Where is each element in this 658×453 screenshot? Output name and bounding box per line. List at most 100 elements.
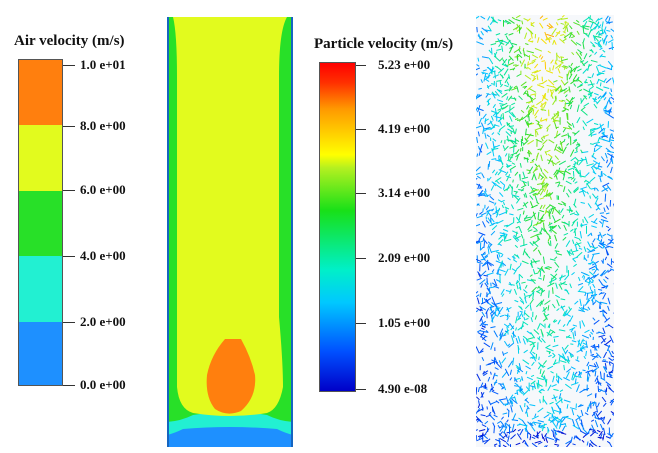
particle-streak bbox=[515, 265, 521, 270]
particle-streak bbox=[602, 292, 607, 300]
particle-streak bbox=[506, 81, 510, 86]
particle-streak bbox=[600, 219, 609, 223]
particle-streak bbox=[482, 69, 487, 72]
particle-streak bbox=[482, 237, 485, 242]
particle-streak bbox=[571, 51, 575, 56]
particle-streak bbox=[491, 132, 495, 136]
particle-streak bbox=[581, 320, 586, 327]
particle-streak bbox=[537, 211, 540, 220]
particle-streak bbox=[602, 433, 605, 441]
particle-streak bbox=[579, 321, 581, 329]
particle-streak bbox=[593, 412, 597, 419]
particle-streak bbox=[476, 94, 481, 100]
particle-streak bbox=[550, 113, 558, 120]
particle-streak bbox=[601, 38, 605, 45]
particle-tick-line bbox=[356, 323, 366, 324]
particle-streak bbox=[533, 382, 536, 390]
particle-streak bbox=[501, 92, 508, 98]
particle-streak bbox=[494, 108, 498, 116]
particle-streak bbox=[490, 388, 495, 392]
particle-streak bbox=[520, 312, 524, 318]
particle-streak bbox=[548, 139, 555, 144]
particle-streak bbox=[539, 22, 544, 29]
particle-streak bbox=[587, 232, 592, 237]
particle-streak bbox=[504, 423, 507, 428]
particle-streak bbox=[509, 369, 512, 375]
particle-streak bbox=[502, 412, 508, 415]
particle-streak bbox=[551, 396, 558, 400]
particle-streak bbox=[476, 212, 478, 218]
particle-streak bbox=[573, 186, 579, 192]
particle-streak bbox=[496, 312, 500, 317]
particle-streak bbox=[518, 286, 522, 291]
particle-streak bbox=[485, 281, 489, 285]
particle-streak bbox=[586, 118, 594, 124]
particle-streak bbox=[511, 162, 516, 165]
particle-streak bbox=[586, 191, 589, 195]
particle-streak bbox=[527, 337, 534, 340]
particle-streak bbox=[482, 370, 489, 375]
particle-streak bbox=[587, 241, 592, 248]
particle-streak bbox=[516, 317, 522, 321]
particle-streak bbox=[592, 45, 596, 48]
particle-streak bbox=[609, 238, 614, 244]
particle-streak bbox=[576, 116, 581, 124]
particle-streak bbox=[537, 249, 542, 256]
particle-tick-line bbox=[356, 258, 366, 259]
particle-streak bbox=[489, 247, 493, 254]
particle-streak bbox=[514, 382, 519, 386]
particle-streak bbox=[610, 410, 614, 415]
particle-streak bbox=[587, 203, 592, 209]
particle-streak bbox=[497, 38, 501, 44]
particle-streak bbox=[572, 239, 575, 244]
particle-streak bbox=[492, 182, 497, 187]
particle-streak bbox=[558, 393, 562, 400]
particle-streak bbox=[533, 192, 540, 197]
air-tick-line bbox=[63, 256, 75, 257]
particle-streak bbox=[533, 239, 540, 244]
particle-streak bbox=[524, 32, 528, 40]
particle-streak bbox=[549, 277, 553, 286]
particle-streak bbox=[597, 44, 602, 49]
particle-streak bbox=[594, 344, 596, 351]
particle-streak bbox=[554, 250, 560, 252]
particle-streak bbox=[589, 430, 597, 437]
particle-streak bbox=[580, 60, 585, 63]
particle-streak bbox=[508, 394, 514, 402]
particle-streak bbox=[558, 63, 562, 68]
particle-streak bbox=[525, 371, 528, 375]
particle-streak bbox=[562, 31, 566, 34]
particle-streak bbox=[527, 28, 534, 35]
particle-streak bbox=[503, 187, 510, 192]
particle-streak bbox=[572, 132, 576, 135]
particle-streak bbox=[546, 436, 555, 441]
particle-streak bbox=[515, 15, 521, 19]
particle-streak bbox=[606, 440, 611, 444]
particle-streak bbox=[477, 261, 483, 264]
particle-streak bbox=[492, 74, 500, 78]
particle-streak bbox=[522, 335, 529, 341]
particle-streak bbox=[553, 388, 559, 391]
particle-streak bbox=[503, 105, 508, 109]
particle-streak bbox=[599, 47, 603, 51]
particle-streak bbox=[490, 342, 494, 350]
particle-streak bbox=[511, 194, 520, 198]
particle-streak bbox=[491, 359, 499, 364]
particle-streak bbox=[556, 299, 560, 307]
particle-streak bbox=[608, 92, 613, 97]
particle-streak bbox=[552, 100, 556, 106]
particle-streak bbox=[535, 221, 539, 226]
particle-streak bbox=[570, 382, 579, 386]
particle-streak bbox=[509, 263, 512, 271]
particle-streak bbox=[476, 73, 479, 76]
particle-streak bbox=[538, 286, 543, 290]
particle-streak bbox=[476, 64, 480, 67]
particle-streak bbox=[522, 171, 526, 178]
particle-streak bbox=[480, 392, 485, 399]
particle-streak bbox=[496, 254, 499, 260]
particle-streak bbox=[550, 225, 558, 229]
particle-streak bbox=[483, 29, 492, 32]
particle-streak bbox=[552, 352, 556, 357]
particle-streak bbox=[573, 138, 578, 142]
particle-streak bbox=[590, 331, 594, 335]
